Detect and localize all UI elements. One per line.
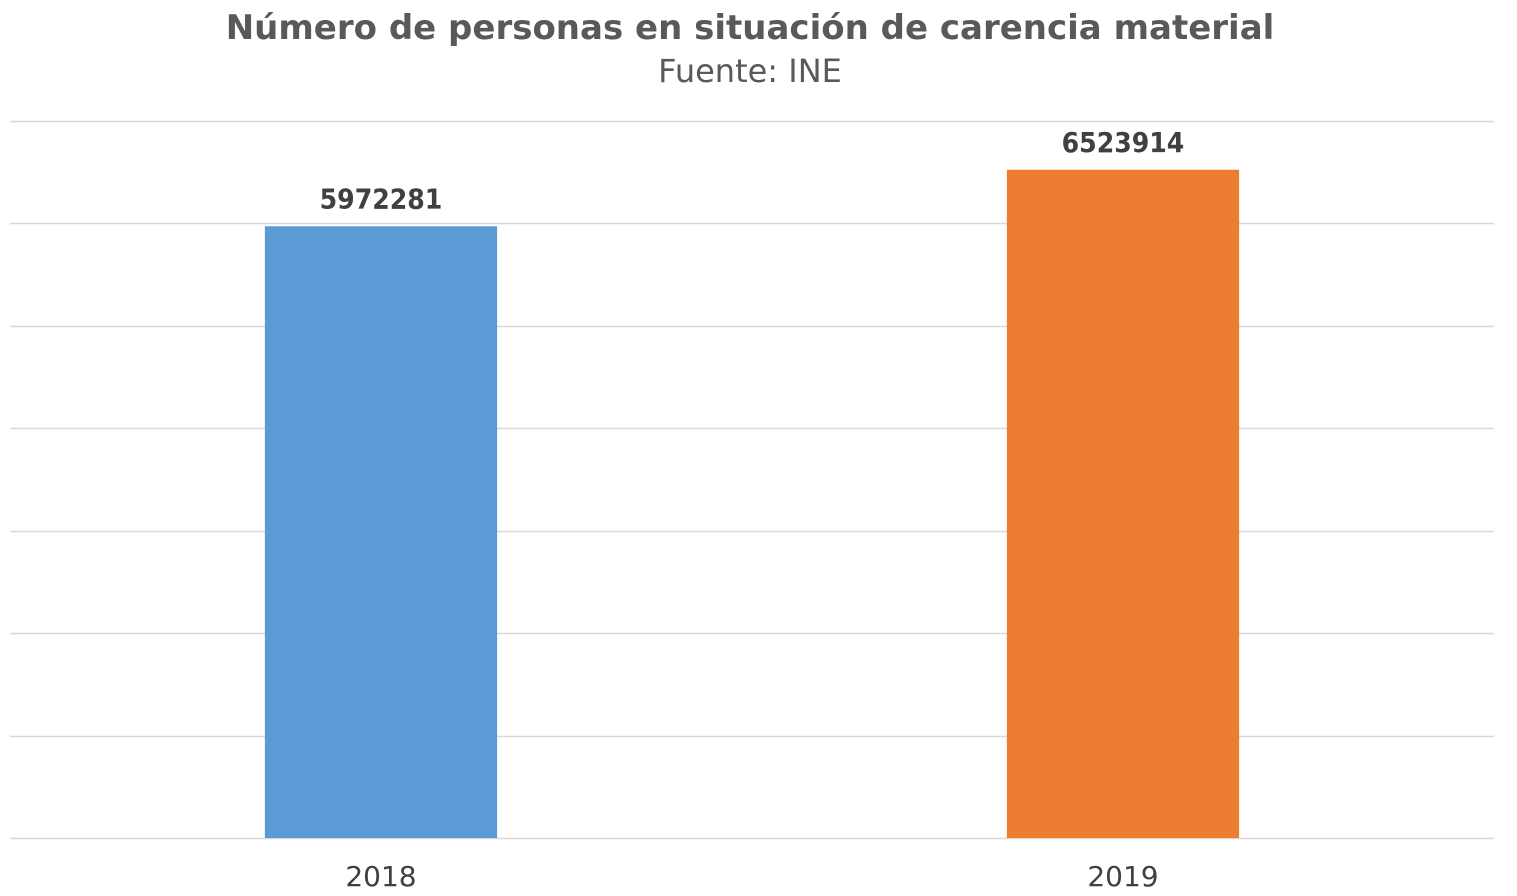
bar-2019 bbox=[1006, 169, 1240, 838]
bar-2018 bbox=[264, 226, 498, 838]
x-tick-label-2019: 2019 bbox=[1087, 860, 1158, 893]
chart-title: Número de personas en situación de caren… bbox=[225, 8, 1275, 48]
data-label-2018: 5972281 bbox=[320, 182, 443, 215]
labels: 5972281 2018 6523914 2019 bbox=[320, 126, 1185, 893]
chart-subtitle: Fuente: INE bbox=[658, 52, 842, 90]
data-label-2019: 6523914 bbox=[1062, 126, 1185, 159]
bars bbox=[264, 169, 1240, 838]
gridlines bbox=[10, 120, 1494, 840]
x-tick-label-2018: 2018 bbox=[345, 860, 416, 893]
